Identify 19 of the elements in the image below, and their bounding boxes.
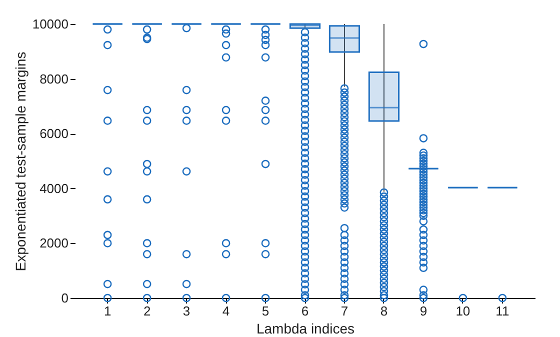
- y-tick-label: 8000: [40, 71, 68, 86]
- x-tick-label: 8: [380, 304, 388, 318]
- x-tick-label: 3: [182, 304, 190, 318]
- x-tick-label: 5: [262, 304, 270, 318]
- x-axis-title: Lambda indices: [256, 320, 355, 336]
- y-tick-label: 2000: [40, 236, 68, 251]
- y-tick-label: 4000: [40, 180, 68, 196]
- x-tick-label: 11: [496, 304, 510, 318]
- x-tick-label: 9: [420, 304, 428, 318]
- x-tick-label: 6: [301, 304, 309, 318]
- x-tick-label: 2: [143, 304, 151, 318]
- x-tick-label: 10: [456, 304, 470, 318]
- y-tick-label: 6000: [40, 126, 68, 142]
- y-tick-label: 0: [61, 290, 68, 306]
- y-axis-title: Exponentiated test-sample margins: [12, 52, 28, 272]
- x-tick-label: 1: [104, 304, 112, 318]
- x-tick-label: 4: [222, 304, 230, 318]
- x-tick-label: 7: [340, 304, 348, 318]
- y-tick-label: 10000: [32, 16, 68, 32]
